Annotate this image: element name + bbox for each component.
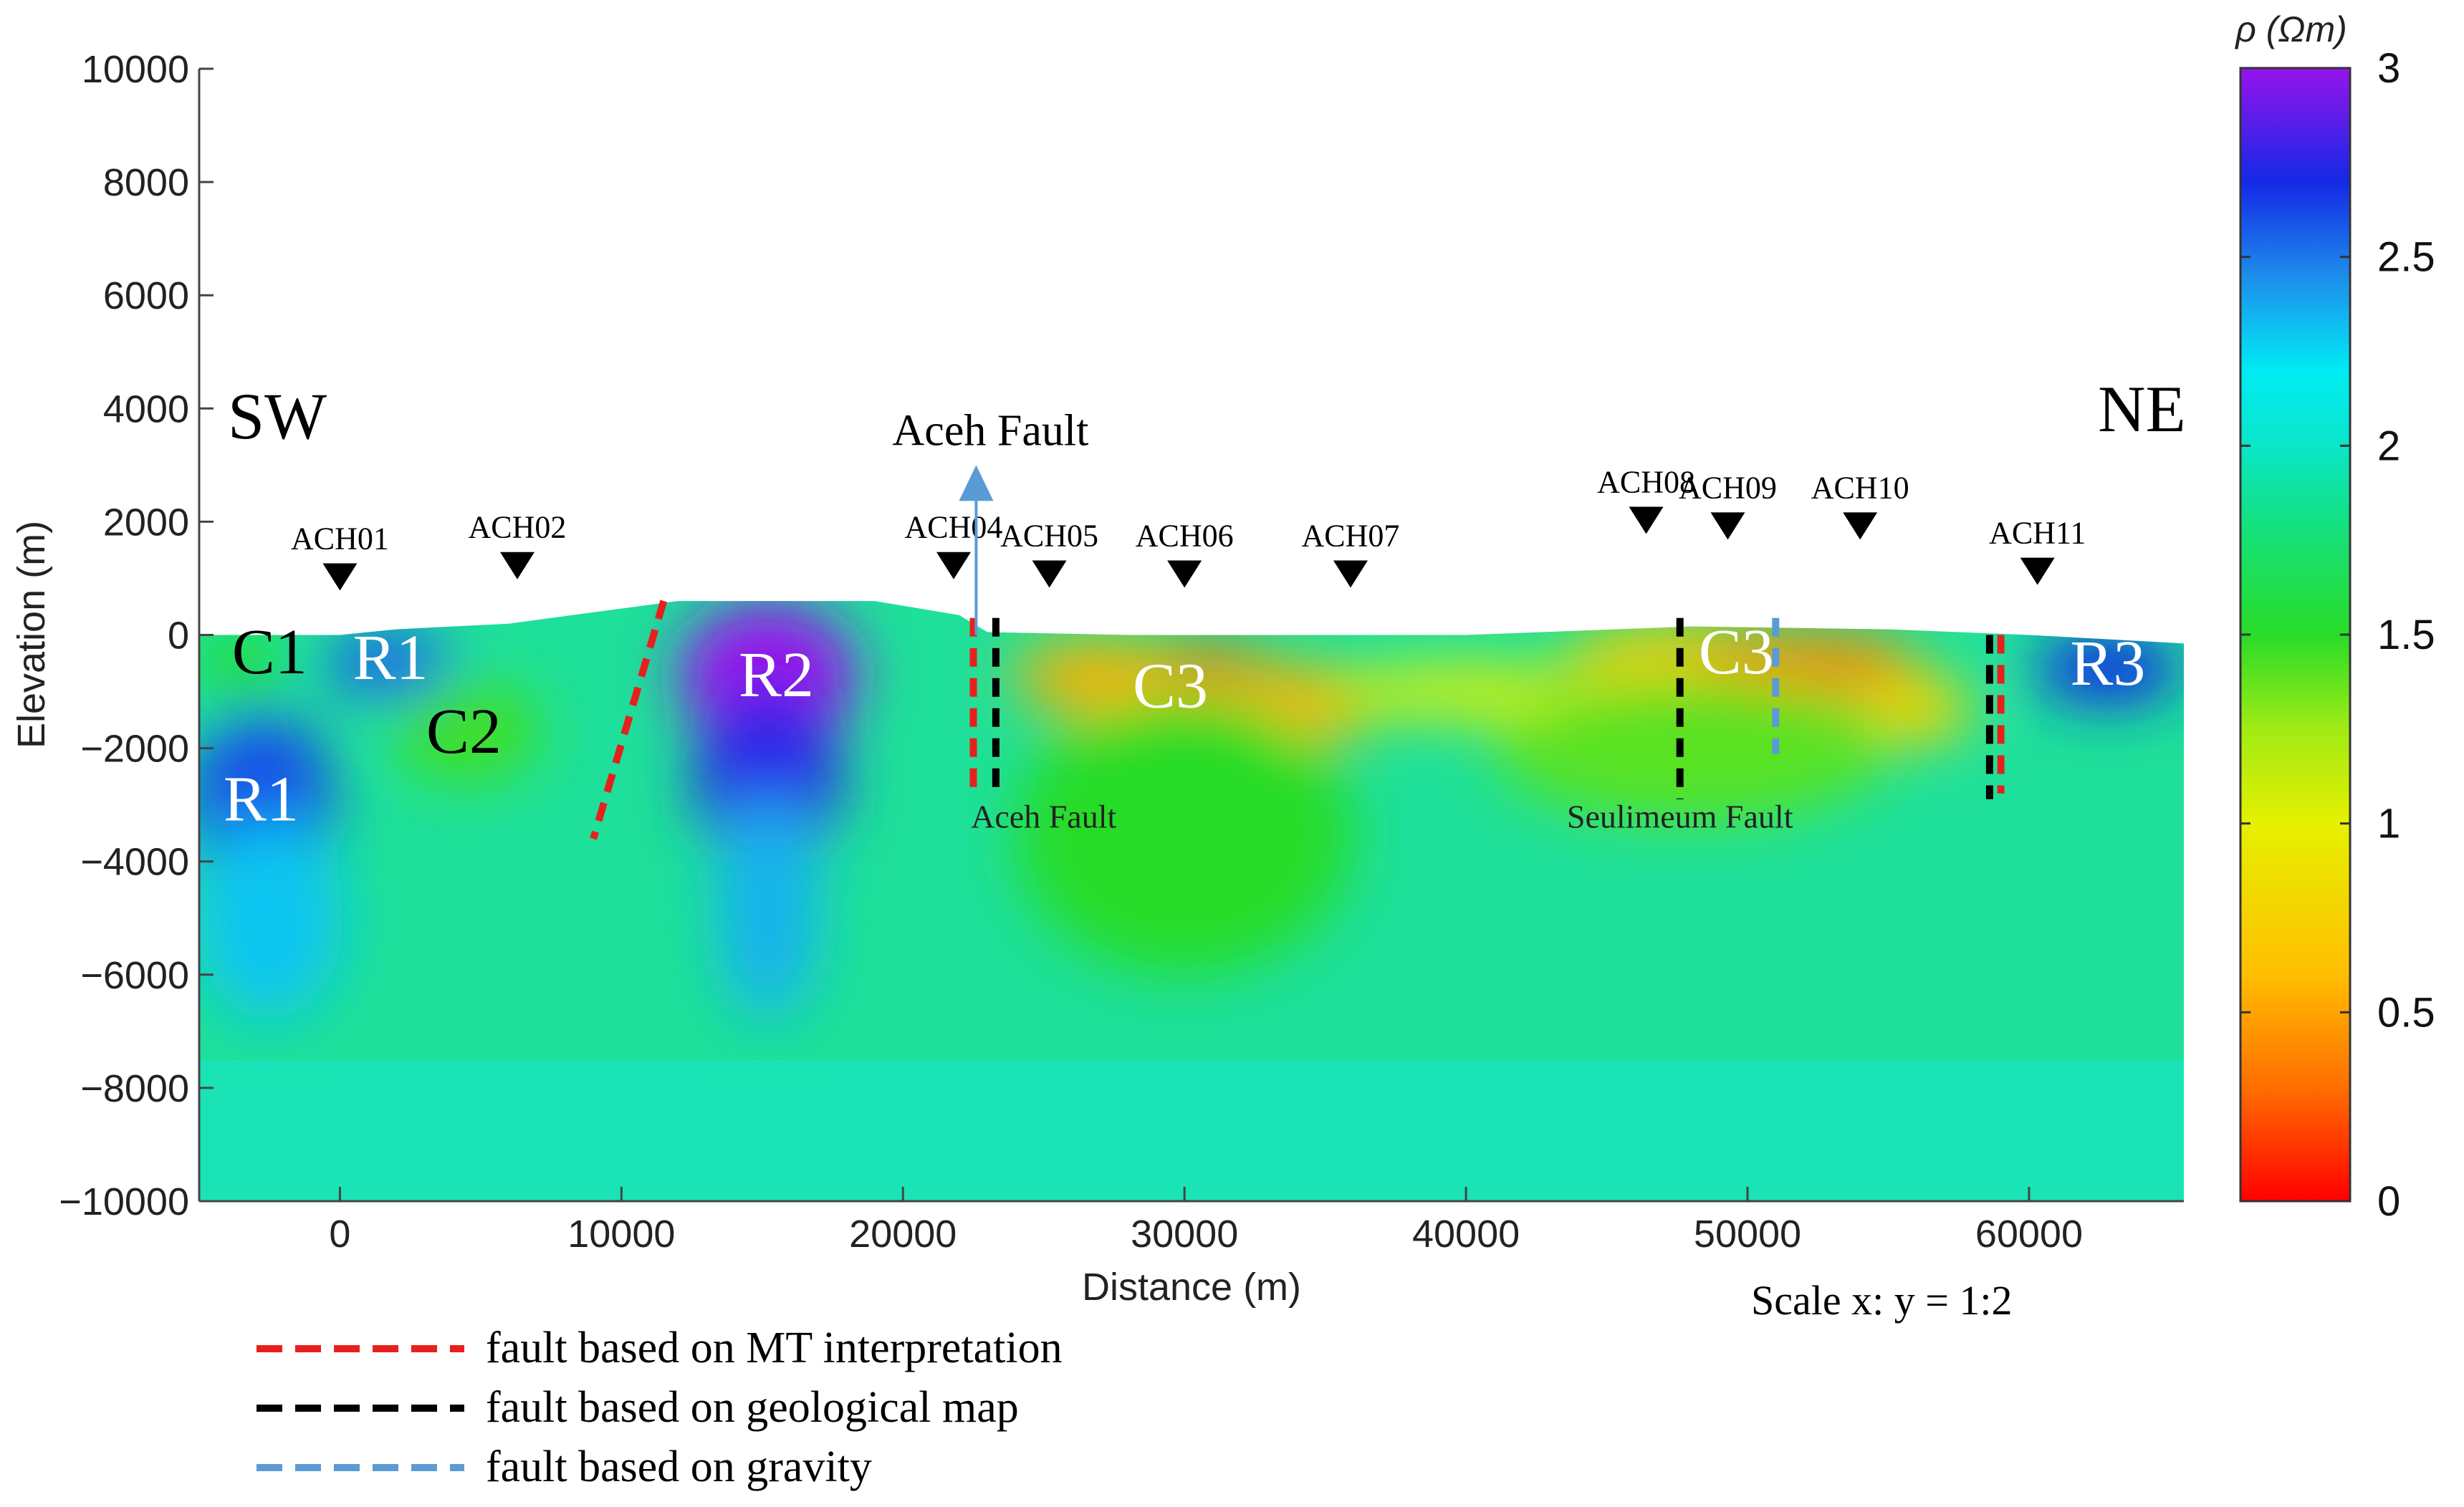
station-label: ACH04 xyxy=(905,510,1003,545)
x-tick-label: 40000 xyxy=(1412,1213,1520,1256)
station-label: ACH10 xyxy=(1811,470,1909,505)
station-label: ACH09 xyxy=(1679,470,1777,505)
colorbar-tick-label: 0.5 xyxy=(2377,989,2435,1036)
x-tick-label: 20000 xyxy=(849,1213,957,1256)
resistivity-anomaly xyxy=(1010,640,1191,709)
station-marker xyxy=(1710,512,1745,540)
y-tick-label: −2000 xyxy=(80,728,189,771)
legend-label: fault based on gravity xyxy=(486,1443,872,1491)
faults xyxy=(590,600,2005,840)
resistivity-anomaly xyxy=(2034,635,2182,703)
direction-label-ne: NE xyxy=(2098,372,2186,446)
colorbar-ramp xyxy=(2239,67,2352,1203)
station-marker xyxy=(2020,557,2055,585)
zone-label: C3 xyxy=(1699,617,1774,688)
axes: 1000080006000400020000−2000−4000−6000−80… xyxy=(59,48,2184,1256)
y-tick-label: 4000 xyxy=(103,387,189,430)
colorbar-tick-label: 2 xyxy=(2377,423,2400,469)
zone-label: C2 xyxy=(426,696,502,767)
x-tick-label: 60000 xyxy=(1975,1213,2083,1256)
zone-label: R3 xyxy=(2070,628,2145,699)
y-tick-label: 10000 xyxy=(82,48,189,91)
resistivity-model xyxy=(199,601,2184,1201)
plot-area xyxy=(199,601,2184,1201)
y-tick-label: 6000 xyxy=(103,274,189,317)
resistivity-anomaly xyxy=(199,629,284,709)
deep-band-lower xyxy=(199,1060,2184,1201)
station-label: ACH11 xyxy=(1989,516,2086,551)
zone-label: R1 xyxy=(224,764,299,835)
x-tick-label: 10000 xyxy=(567,1213,675,1256)
colorbar-tick-label: 1 xyxy=(2377,801,2400,847)
resistivity-anomaly xyxy=(199,816,343,1021)
scale-note: Scale x: y = 1:2 xyxy=(1751,1277,2013,1324)
fault-line-mt xyxy=(590,600,668,840)
zone-label: R1 xyxy=(353,622,428,693)
resistivity-anomaly xyxy=(716,793,819,1021)
aceh-fault-arrow-label: Aceh Fault xyxy=(893,406,1089,455)
resistivity-anomaly xyxy=(1015,691,1353,975)
y-tick-label: −10000 xyxy=(59,1180,189,1223)
x-axis-label: Distance (m) xyxy=(1082,1266,1301,1309)
y-tick-label: 2000 xyxy=(103,501,189,544)
station-label: ACH07 xyxy=(1302,519,1400,554)
resistivity-anomaly xyxy=(1494,674,1889,822)
zone-label: C3 xyxy=(1133,651,1208,722)
legend-label: fault based on MT interpretation xyxy=(486,1324,1063,1372)
colorbar-tick-label: 1.5 xyxy=(2377,612,2435,658)
station-marker xyxy=(499,552,534,579)
colorbar-tick-label: 0 xyxy=(2377,1178,2400,1225)
x-tick-label: 0 xyxy=(329,1213,350,1256)
station-label: ACH02 xyxy=(469,510,567,545)
legend-label: fault based on geological map xyxy=(486,1383,1019,1432)
y-tick-label: −8000 xyxy=(80,1067,189,1110)
station-marker xyxy=(1333,560,1368,588)
resistivity-anomaly xyxy=(393,680,540,783)
fault-name-label: Aceh Fault xyxy=(971,798,1116,834)
y-tick-label: −4000 xyxy=(80,841,189,884)
station-marker xyxy=(1167,560,1202,588)
station-marker xyxy=(322,563,358,591)
aceh-fault-arrow-head xyxy=(959,465,994,501)
x-tick-label: 30000 xyxy=(1131,1213,1238,1256)
annotations: Aceh Fault Seulimeum Fault Aceh Fault xyxy=(893,406,1793,834)
colorbar: 3 2.5 2 1.5 1 0.5 0 ρ (Ωm) xyxy=(2234,9,2435,1225)
y-tick-label: 0 xyxy=(168,615,189,658)
station-label: ACH01 xyxy=(291,521,389,557)
station-label: ACH08 xyxy=(1597,464,1695,499)
background-resistivity xyxy=(199,601,2184,1201)
resistivity-anomaly xyxy=(322,629,453,698)
colorbar-label: ρ (Ωm) xyxy=(2234,9,2347,49)
colorbar-tick-label: 3 xyxy=(2377,45,2400,92)
x-tick-label: 50000 xyxy=(1694,1213,1801,1256)
colorbar-tick-label: 2.5 xyxy=(2377,234,2435,281)
station-marker xyxy=(1629,506,1664,534)
station-marker xyxy=(1843,512,1878,540)
y-axis-label: Elevation (m) xyxy=(10,521,53,748)
legend: fault based on MT interpretation fault ba… xyxy=(257,1324,1063,1491)
zone-label: R2 xyxy=(739,640,814,711)
direction-label-sw: SW xyxy=(228,380,327,453)
y-tick-label: 8000 xyxy=(103,161,189,204)
station-label: ACH06 xyxy=(1136,519,1234,554)
station-marker xyxy=(936,552,971,579)
resistivity-anomaly xyxy=(1860,674,1973,743)
zone-label: C1 xyxy=(232,617,307,688)
station-marker xyxy=(1032,560,1067,588)
station-label: ACH05 xyxy=(1000,519,1098,554)
fault-name-label: Seulimeum Fault xyxy=(1567,798,1793,834)
resistivity-anomaly xyxy=(694,685,841,867)
y-tick-label: −6000 xyxy=(80,954,189,997)
